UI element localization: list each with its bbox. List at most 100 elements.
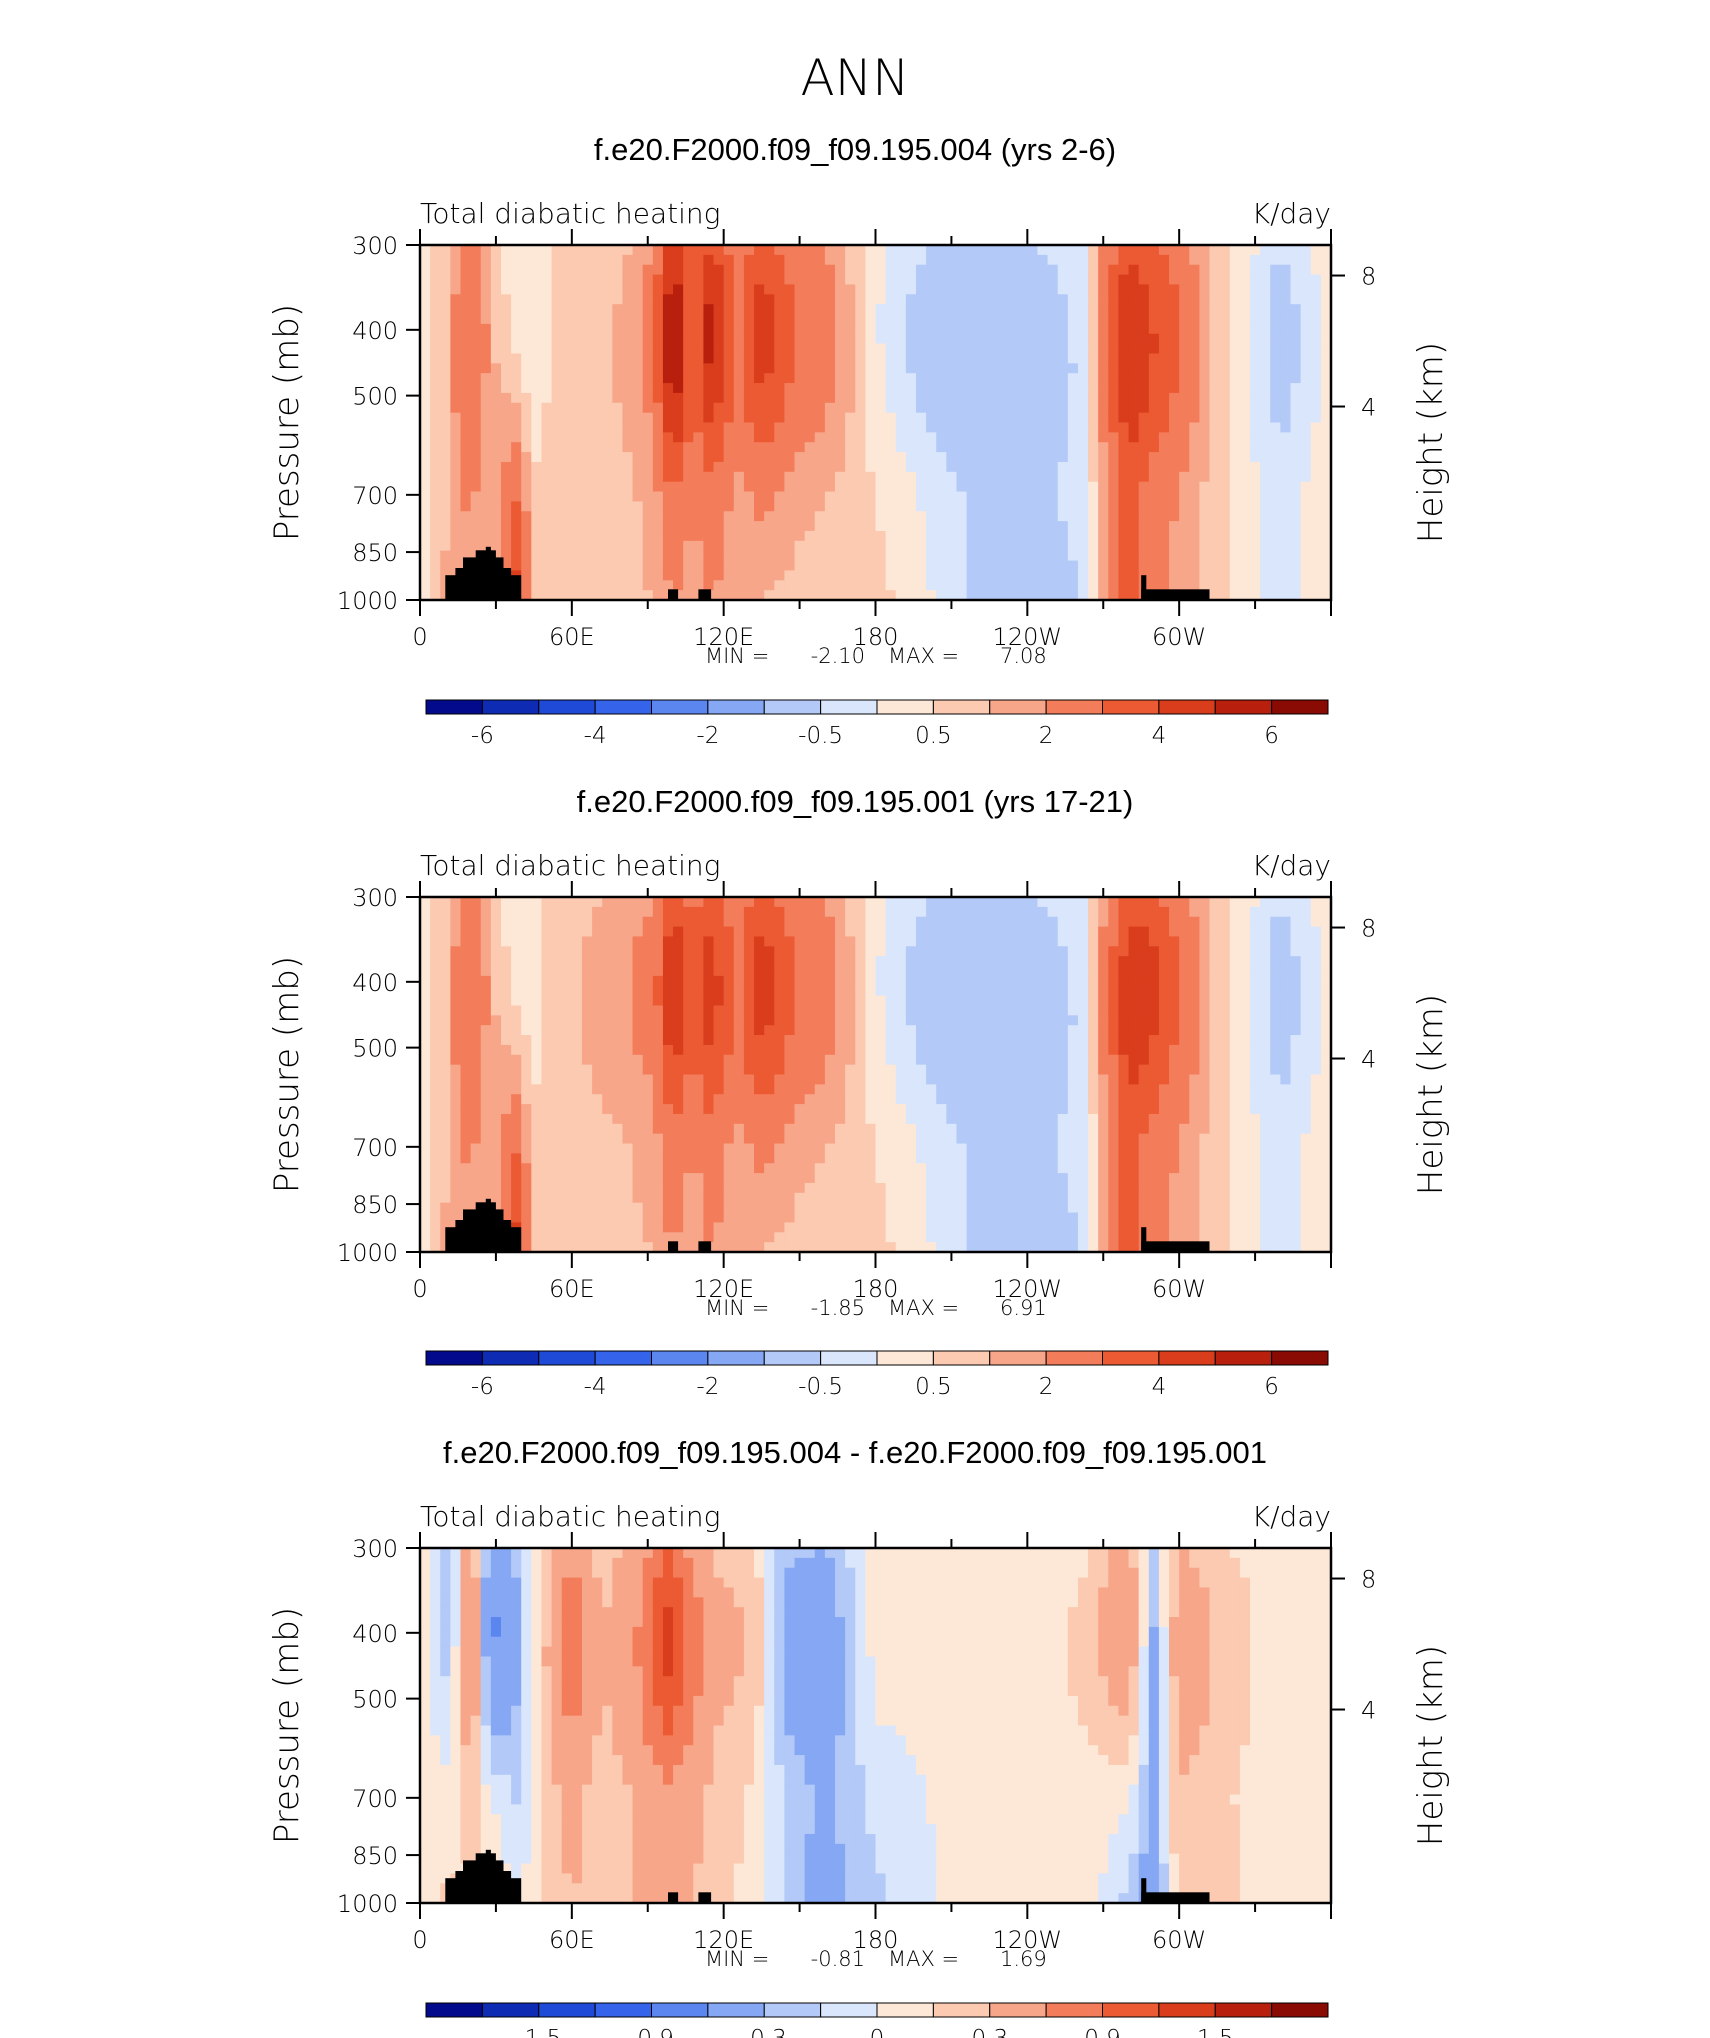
heatmap-cell [784,1005,796,1016]
heatmap-cell [1209,461,1221,473]
heatmap-cell [420,452,431,463]
heatmap-cell [531,926,543,938]
heatmap-cell [480,1104,492,1115]
heatmap-cell [824,580,836,591]
heatmap-cell [642,936,654,947]
heatmap-cell [855,1163,866,1174]
heatmap-cell [956,314,968,325]
heatmap-cell [794,422,806,433]
heatmap-cell [1118,254,1130,266]
heatmap-cell [440,916,451,928]
heatmap-cell [612,323,624,335]
heatmap-cell [956,363,968,374]
heatmap-cell [1017,343,1028,355]
heatmap-cell [986,422,998,433]
heatmap-cell [764,590,775,601]
heatmap-cell [602,1173,613,1184]
heatmap-cell [845,1113,856,1125]
heatmap-cell [1189,245,1201,256]
heatmap-cell [814,540,826,552]
heatmap-cell [976,392,988,404]
heatmap-cell [743,1202,755,1214]
heatmap-cell [1209,264,1221,276]
heatmap-cell [480,333,492,345]
heatmap-cell [1300,254,1312,266]
heatmap-cell [976,540,988,552]
heatmap-cell [1067,422,1079,433]
heatmap-cell [673,560,684,572]
heatmap-cell [754,314,765,325]
heatmap-cell [1118,501,1130,512]
heatmap-cell [1250,560,1261,572]
heatmap-cell [936,442,947,453]
heatmap-cell [743,550,755,562]
heatmap-cell [551,1163,563,1174]
heatmap-cell [855,471,866,483]
heatmap-cell [581,1133,593,1145]
heatmap-cell [561,590,573,601]
heatmap-cell [855,392,866,404]
heatmap-cell [794,461,806,473]
heatmap-cell [754,1074,765,1085]
heatmap-cell [824,1025,836,1036]
heatmap-cell [500,897,512,908]
heatmap-cell [1148,501,1160,512]
heatmap-cell [561,383,573,394]
heatmap-cell [824,363,836,374]
heatmap-cell [865,333,877,345]
heatmap-cell [602,254,613,266]
heatmap-cell [541,1133,553,1145]
heatmap-cell [1108,442,1120,453]
heatmap-cell [571,530,583,542]
heatmap-cell [764,461,775,473]
heatmap-cell [1138,373,1150,384]
heatmap-cell [642,452,654,463]
heatmap-cell [1310,432,1322,443]
heatmap-cell [1098,245,1109,256]
heatmap-cell [885,314,897,325]
heatmap-cell [592,323,603,335]
heatmap-cell [1037,461,1049,473]
heatmap-cell [592,442,603,453]
heatmap-cell [551,343,563,355]
heatmap-cell [1037,274,1049,286]
heatmap-cell [774,590,785,601]
heatmap-cell [430,521,441,532]
heatmap-cell [946,373,958,384]
heatmap-cell [693,1054,705,1066]
heatmap-cell [420,333,431,345]
heatmap-cell [622,1222,634,1233]
heatmap-cell [652,1192,664,1204]
heatmap-cell [1077,314,1089,325]
heatmap-cell [733,471,745,483]
heatmap-cell [713,412,725,424]
heatmap-cell [1067,254,1079,266]
heatmap-cell [460,511,472,522]
heatmap-cell [723,333,735,345]
heatmap-cell [1128,353,1140,364]
heatmap-cell [683,412,694,424]
heatmap-cell [1290,452,1302,463]
heatmap-cell [1300,491,1312,502]
heatmap-cell [592,1202,603,1214]
heatmap-cell [1310,570,1322,581]
heatmap-cell [1158,570,1170,581]
heatmap-cell [905,274,917,286]
heatmap-cell [1057,343,1069,355]
heatmap-cell [683,343,694,355]
heatmap-cell [733,956,745,967]
heatmap-cell [865,363,877,374]
heatmap-cell [642,471,654,483]
heatmap-cell [652,1104,664,1115]
heatmap-cell [662,501,674,512]
heatmap-cell [1047,442,1059,453]
heatmap-cell [703,1222,715,1233]
heatmap-cell [814,363,826,374]
heatmap-cell [794,1094,806,1105]
heatmap-cell [784,432,796,443]
heatmap-cell [531,1133,543,1145]
heatmap-cell [1027,560,1039,572]
heatmap-cell [581,1173,593,1184]
heatmap-cell [480,906,492,918]
heatmap-cell [804,1084,816,1095]
